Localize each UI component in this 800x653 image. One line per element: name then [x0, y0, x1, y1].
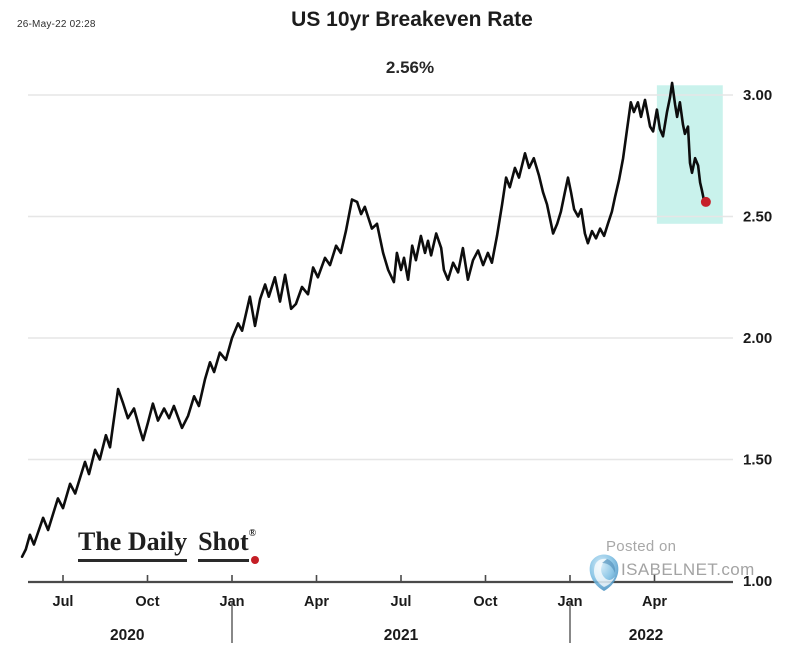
timestamp: 26-May-22 02:28: [17, 19, 96, 30]
x-tick-label: Jul: [53, 594, 74, 610]
posted-on-label: Posted on: [606, 538, 677, 555]
y-tick-label: 2.50: [743, 209, 772, 226]
x-tick-label: Jul: [391, 594, 412, 610]
end-marker-dot: [700, 196, 711, 207]
price-line: [20, 81, 708, 558]
daily-shot-watermark: The Daily Shot ®: [78, 527, 259, 564]
chart-title: US 10yr Breakeven Rate: [291, 8, 533, 31]
year-label: 2022: [629, 627, 663, 644]
y-tick-label: 1.50: [743, 452, 772, 469]
y-tick-label: 3.00: [743, 87, 772, 104]
year-label: 2021: [384, 627, 419, 644]
isabelnet-label: ISABELNET.com: [621, 560, 755, 579]
isabelnet-globe-icon: [589, 554, 619, 591]
daily-shot-red-dot-icon: [250, 556, 259, 564]
y-tick-label: 2.00: [743, 330, 772, 347]
x-tick-label: Apr: [304, 594, 329, 610]
registered-mark: ®: [248, 528, 257, 539]
year-label: 2020: [110, 627, 144, 644]
x-tick-label: Oct: [135, 594, 159, 610]
daily-shot-text-1: The Daily: [78, 527, 188, 562]
daily-shot-text-2: Shot: [198, 527, 259, 564]
x-tick-label: Oct: [473, 594, 497, 610]
x-tick-label: Apr: [642, 594, 667, 610]
current-value-label: 2.56%: [385, 58, 435, 77]
y-tick-label: 1.00: [743, 573, 772, 590]
